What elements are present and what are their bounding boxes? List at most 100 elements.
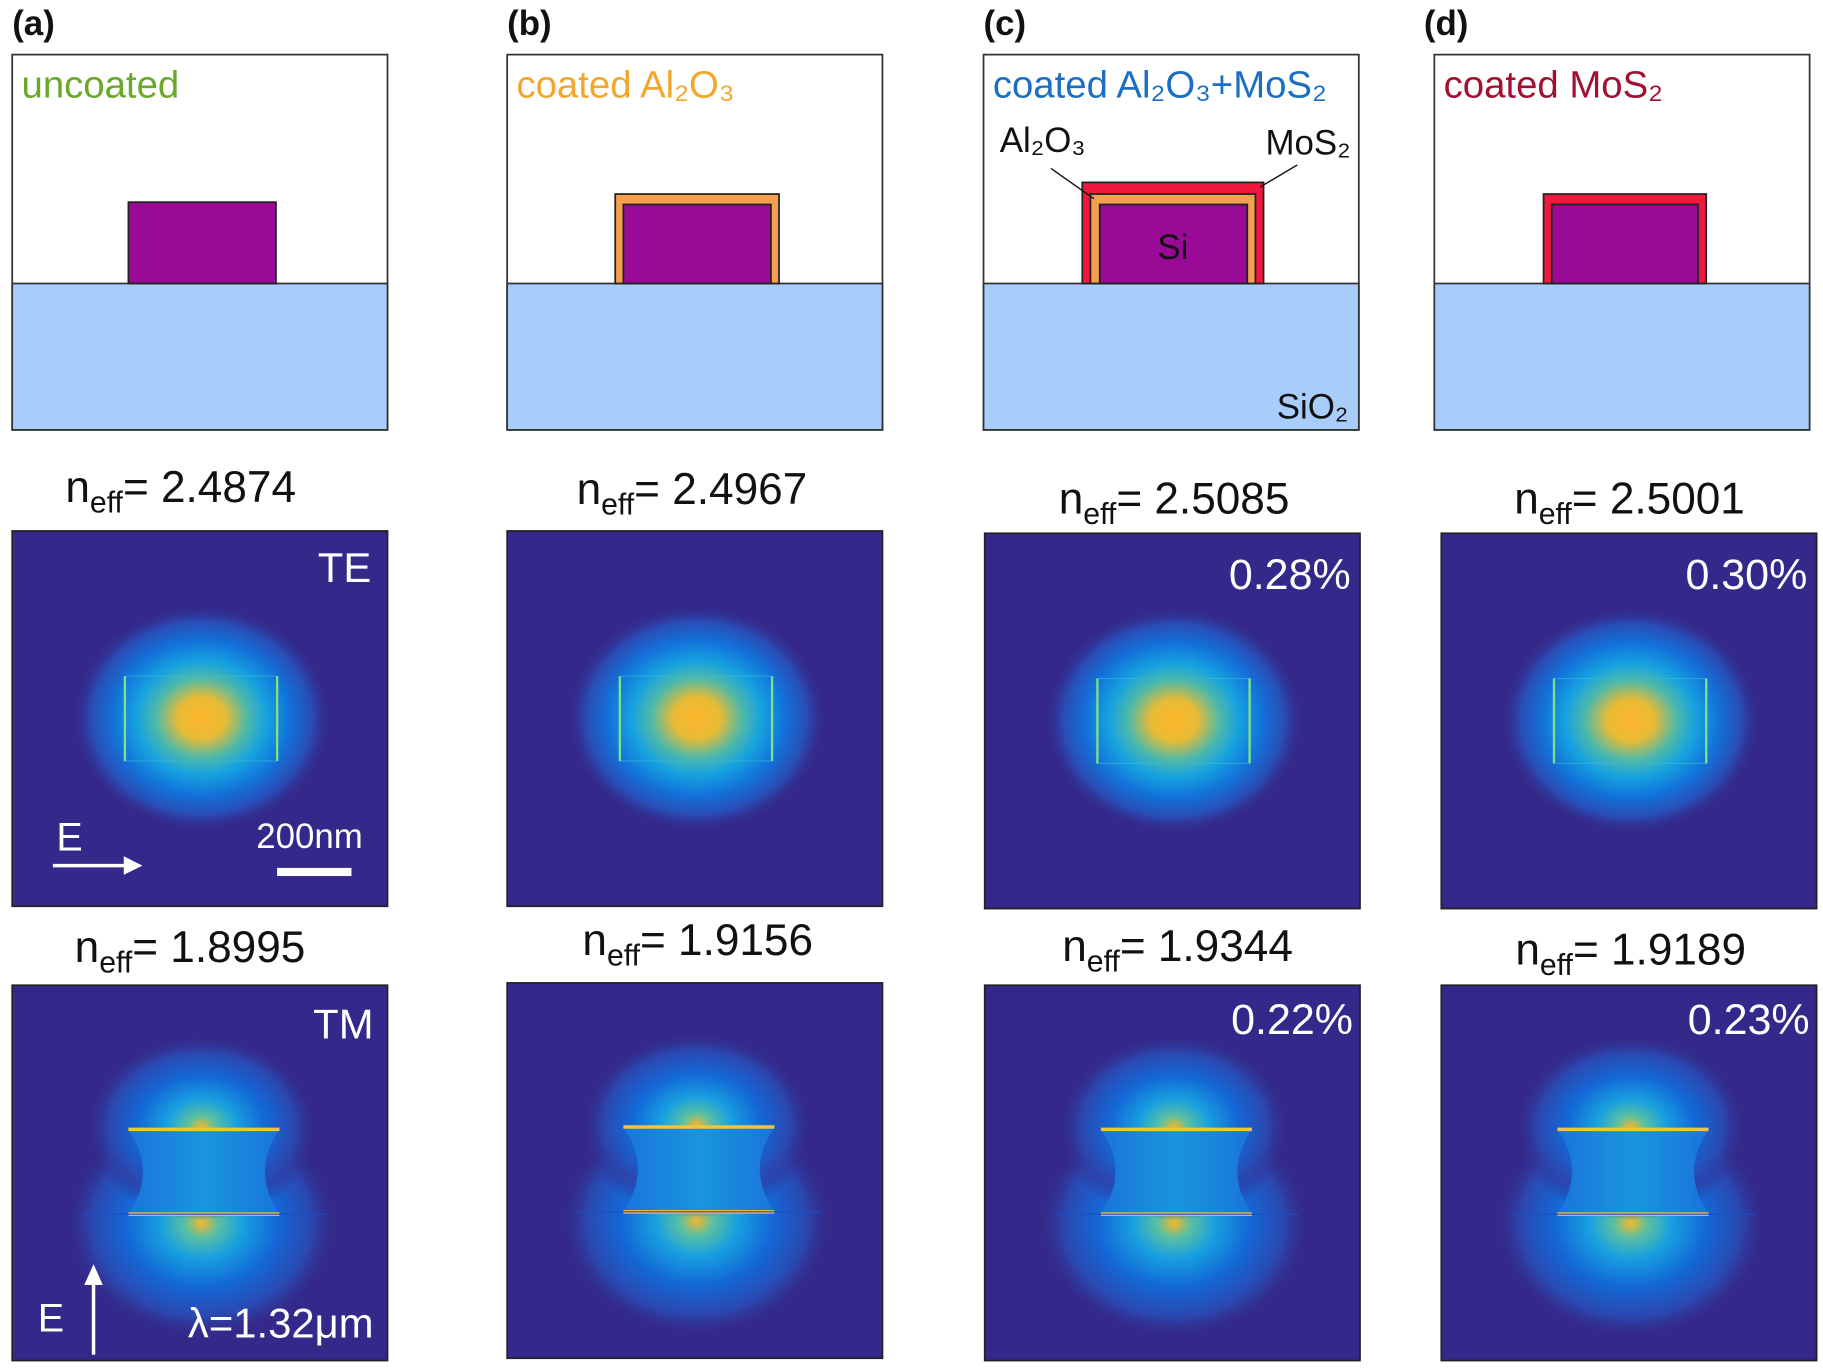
tm-percent-label: 0.22%: [1231, 996, 1353, 1044]
neff-value: 2.5085: [1154, 475, 1289, 524]
neff-equals: =: [132, 923, 170, 972]
te-mode-field: [566, 604, 827, 832]
neff-equals: =: [1573, 925, 1611, 974]
te-mode-panel: 0.30%: [1440, 532, 1818, 910]
mos2-leader-line: [1259, 164, 1298, 188]
te-mode-panel: TE E 200nm: [11, 530, 389, 908]
neff-value: 2.5001: [1610, 475, 1745, 524]
scale-bar-label: 200nm: [256, 817, 363, 856]
e-field-label: E: [56, 815, 82, 859]
neff-symbol: n: [65, 463, 90, 512]
neff-symbol: n: [1062, 922, 1087, 971]
sio2-substrate: [982, 282, 1360, 431]
sio2-substrate: [506, 282, 884, 431]
te-mode-field: [71, 604, 332, 832]
te-neff-label: neff= 2.4874: [65, 463, 296, 519]
neff-subscript: eff: [1539, 498, 1573, 531]
neff-equals: =: [1572, 475, 1610, 524]
te-percent-label: 0.28%: [1229, 551, 1351, 599]
arrowhead-up-icon: [84, 1264, 103, 1286]
panel-label: (a): [12, 4, 55, 43]
te-neff-label: neff= 2.5001: [1514, 475, 1745, 531]
neff-subscript: eff: [1083, 498, 1117, 531]
schematic: uncoated: [11, 53, 389, 431]
sio2-substrate: [1433, 282, 1811, 431]
te-neff-label: neff= 2.5085: [1059, 475, 1290, 531]
te-mode-panel: [506, 530, 884, 908]
neff-value: 2.4874: [161, 463, 296, 512]
neff-value: 1.9189: [1611, 925, 1746, 974]
tm-mode-panel: TM E λ=1.32μm: [11, 984, 389, 1362]
schematic-title: coated Al₂O₃+MoS₂: [993, 64, 1327, 107]
neff-value: 2.4967: [672, 465, 807, 514]
sio2-label: SiO₂: [1277, 387, 1349, 426]
neff-equals: =: [1116, 475, 1154, 524]
neff-equals: =: [123, 463, 161, 512]
panel-label: (b): [507, 4, 552, 43]
neff-subscript: eff: [90, 486, 124, 519]
si-label: Si: [1157, 228, 1188, 267]
al2o3-leader-line: [1050, 167, 1095, 200]
si-waveguide: [1550, 203, 1699, 285]
neff-subscript: eff: [1087, 945, 1121, 978]
schematic-title: uncoated: [22, 64, 180, 107]
panel-label: (c): [984, 4, 1027, 43]
tm-neff-label: neff= 1.9344: [1062, 922, 1293, 978]
e-field-label: E: [38, 1296, 64, 1340]
neff-value: 1.8995: [170, 923, 305, 972]
tm-neff-label: neff= 1.9156: [582, 916, 813, 972]
sio2-substrate: [11, 282, 389, 431]
tm-mode-panel: 0.22%: [983, 984, 1361, 1362]
neff-value: 1.9344: [1158, 922, 1293, 971]
te-mode-field: [1500, 606, 1761, 835]
si-waveguide: [127, 201, 277, 285]
neff-value: 1.9156: [678, 916, 813, 965]
schematic: Si Al₂O₃ MoS₂ SiO₂ coated Al₂O₃+MoS₂: [982, 53, 1360, 431]
neff-symbol: n: [1514, 475, 1539, 524]
neff-symbol: n: [1059, 475, 1084, 524]
si-waveguide: [622, 203, 772, 285]
neff-symbol: n: [577, 465, 602, 514]
tm-mode-panel: 0.23%: [1440, 984, 1818, 1362]
te-label: TE: [318, 544, 371, 591]
te-mode-field: [1043, 606, 1305, 835]
neff-equals: =: [640, 916, 678, 965]
panel-label: (d): [1424, 4, 1469, 43]
arrowhead-right-icon: [123, 856, 143, 875]
te-percent-label: 0.30%: [1685, 551, 1807, 599]
te-mode-panel: 0.28%: [983, 532, 1361, 910]
schematic-title: coated Al₂O₃: [516, 64, 734, 107]
te-neff-label: neff= 2.4967: [577, 465, 808, 521]
tm-mode-panel: [506, 982, 884, 1360]
tm-mode-core: [1557, 1129, 1709, 1215]
tm-neff-label: neff= 1.8995: [75, 923, 306, 979]
neff-equals: =: [634, 465, 672, 514]
mos2-label: MoS₂: [1266, 124, 1351, 163]
neff-subscript: eff: [601, 489, 635, 522]
tm-mode-core: [128, 1129, 280, 1215]
schematic: coated Al₂O₃: [506, 53, 884, 431]
si-waveguide: [1098, 203, 1249, 285]
tm-percent-label: 0.23%: [1688, 996, 1810, 1044]
schematic: coated MoS₂: [1433, 53, 1811, 431]
wavelength-label: λ=1.32μm: [188, 1299, 374, 1346]
neff-equals: =: [1120, 922, 1158, 971]
tm-mode-core: [1100, 1129, 1252, 1215]
scale-bar: [277, 867, 352, 877]
neff-subscript: eff: [1540, 949, 1574, 982]
schematic-title: coated MoS₂: [1444, 64, 1663, 107]
neff-subscript: eff: [607, 940, 641, 973]
neff-symbol: n: [1515, 925, 1540, 974]
al2o3-label: Al₂O₃: [1000, 121, 1086, 160]
tm-mode-core: [623, 1127, 775, 1212]
tm-neff-label: neff= 1.9189: [1515, 925, 1746, 981]
neff-symbol: n: [75, 923, 100, 972]
tm-label: TM: [313, 1001, 373, 1048]
neff-subscript: eff: [99, 946, 133, 979]
neff-symbol: n: [582, 916, 607, 965]
